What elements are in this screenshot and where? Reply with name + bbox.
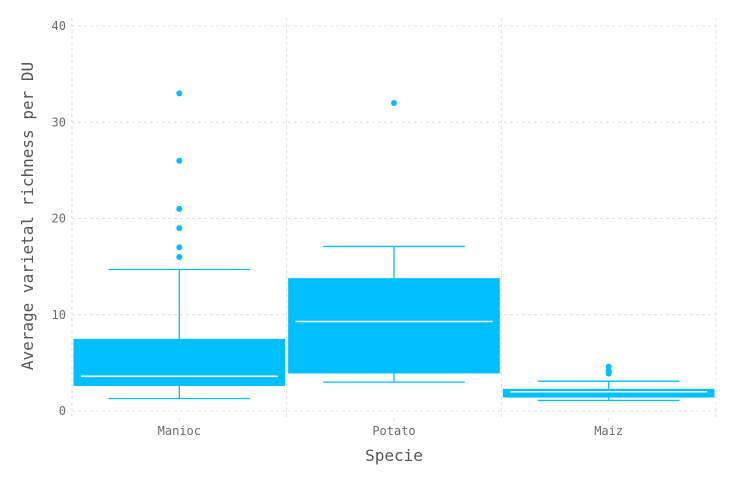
x-axis: Manioc Potato Maiz — [158, 418, 623, 438]
outlier-point — [176, 157, 183, 164]
box-iqr — [73, 338, 286, 386]
y-tick-label: 30 — [52, 115, 66, 129]
outlier-point — [176, 205, 183, 212]
box-iqr — [502, 388, 715, 398]
outlier-point — [605, 363, 612, 370]
outlier-point — [176, 254, 183, 260]
y-axis: 0 10 20 30 40 — [52, 19, 66, 418]
box-maiz — [502, 363, 715, 402]
grid — [71, 18, 717, 418]
box-potato — [288, 100, 500, 383]
box-iqr — [288, 278, 500, 374]
outlier-point — [176, 244, 183, 251]
x-tick-label: Potato — [372, 424, 415, 438]
y-tick-label: 10 — [52, 308, 66, 322]
x-axis-title: Specie — [365, 446, 423, 465]
y-tick-label: 0 — [59, 404, 66, 418]
y-axis-title: Average varietal richness per DU — [18, 62, 37, 370]
outlier-point — [176, 90, 183, 97]
outlier-point — [391, 100, 397, 106]
box-manioc — [73, 90, 286, 400]
y-tick-label: 40 — [52, 19, 66, 33]
box-series — [73, 90, 715, 402]
x-tick-label: Manioc — [158, 424, 201, 438]
outlier-point — [176, 225, 183, 232]
y-tick-label: 20 — [52, 212, 66, 226]
x-tick-label: Maiz — [594, 424, 623, 438]
